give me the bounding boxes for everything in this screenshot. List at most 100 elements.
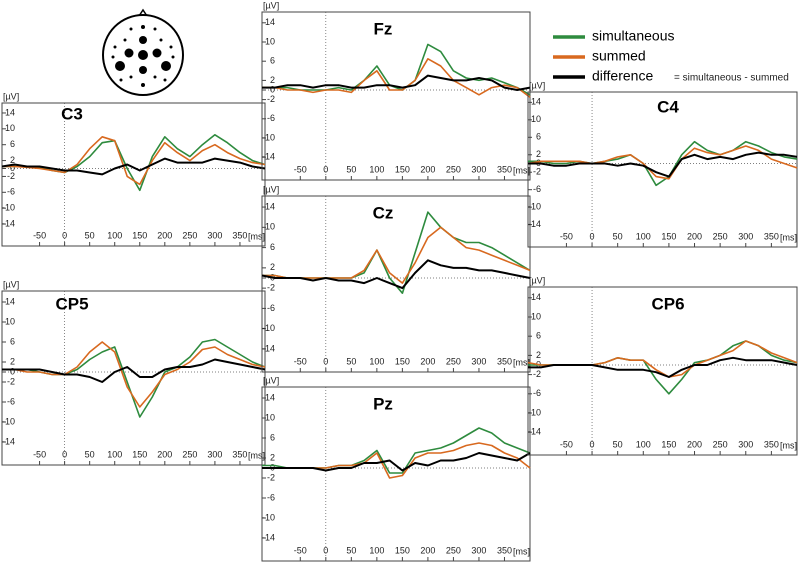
y-tick-label: -6 [267,113,275,123]
y-tick-label: 2 [10,155,15,165]
x-tick-label: 200 [157,449,172,459]
y-tick-label: -2 [533,369,541,379]
x-tick-label: 50 [346,164,356,174]
y-tick-label: -10 [262,132,275,142]
y-tick-label: 10 [531,311,541,321]
x-tick-label: 150 [395,545,410,555]
y-tick-label: 10 [265,222,275,232]
y-tick-label: -6 [7,187,15,197]
y-tick-label: 14 [265,17,275,27]
x-tick-label: 250 [446,356,461,366]
chart-title: CP5 [55,294,88,313]
x-tick-label: 150 [661,439,676,449]
y-tick-label: -6 [533,184,541,194]
x-tick-label: 350 [497,164,512,174]
y-tick-label: 6 [10,139,15,149]
y-tick-label: -6 [267,492,275,502]
y-tick-label: 10 [531,114,541,124]
x-tick-label: 200 [420,356,435,366]
y-tick-label: 14 [265,201,275,211]
waveform [528,151,798,178]
y-tick-label: 6 [10,336,15,346]
x-tick-label: 50 [613,231,623,241]
waveform [527,145,798,180]
y-tick-label: -14 [2,436,15,446]
legend: simultaneous summed difference = simulta… [553,28,789,84]
y-axis-label: [µV] [529,80,545,90]
x-tick-label: 50 [346,545,356,555]
plot-frame [1,102,266,247]
y-tick-label: 0 [10,163,15,173]
waveform [261,259,531,290]
chart-title: C4 [657,97,679,116]
x-tick-label: 150 [132,449,147,459]
y-tick-label: -14 [262,532,275,542]
x-tick-label: -50 [294,545,307,555]
y-tick-label: 2 [270,452,275,462]
electrodes [111,25,175,87]
x-tick-label: -50 [560,439,573,449]
y-tick-label: -2 [533,167,541,177]
x-tick-label: 250 [446,545,461,555]
legend-label: difference [592,68,653,84]
x-axis-label: [ms] [780,440,797,450]
x-tick-label: 0 [62,449,67,459]
y-tick-label: 6 [536,132,541,142]
y-tick-label: -2 [267,472,275,482]
waveform [2,341,266,408]
y-tick-label: 0 [10,366,15,376]
x-tick-label: -50 [33,230,46,240]
y-tick-label: 6 [536,331,541,341]
y-axis-label: [µV] [529,275,545,285]
plot-frame [261,195,531,373]
x-tick-label: -50 [33,449,46,459]
plot-frame [261,11,531,181]
x-tick-label: 200 [420,545,435,555]
plot-frame [527,286,798,456]
x-tick-label: 200 [687,439,702,449]
y-tick-label: 2 [536,149,541,159]
x-tick-label: 100 [369,356,384,366]
x-tick-label: 350 [232,230,247,240]
x-tick-label: 150 [132,230,147,240]
waveform [262,211,531,294]
x-tick-label: 350 [764,231,779,241]
x-tick-label: 100 [107,230,122,240]
x-tick-label: 0 [323,164,328,174]
y-tick-label: -10 [2,203,15,213]
plot-frame [261,386,531,562]
x-tick-label: 300 [207,449,222,459]
y-tick-label: -14 [2,218,15,228]
x-tick-label: 300 [471,356,486,366]
y-tick-label: 2 [270,262,275,272]
x-axis-label: [ms] [248,231,265,241]
y-tick-label: -14 [528,219,541,229]
x-tick-label: 350 [497,356,512,366]
x-tick-label: 200 [687,231,702,241]
y-tick-label: 10 [265,36,275,46]
y-axis-label: [µV] [3,91,19,101]
x-tick-label: 0 [323,545,328,555]
y-tick-label: -14 [262,152,275,162]
y-tick-label: -6 [533,388,541,398]
x-tick-label: 300 [471,545,486,555]
waveform [262,226,531,284]
y-tick-label: 0 [270,84,275,94]
x-tick-label: 100 [107,449,122,459]
x-tick-label: 0 [62,230,67,240]
waveform [262,74,531,91]
y-tick-label: -2 [7,171,15,181]
x-axis-label: [ms] [513,165,530,175]
x-tick-label: 100 [369,164,384,174]
x-tick-label: 150 [395,164,410,174]
x-tick-label: 350 [497,545,512,555]
y-tick-label: 14 [531,97,541,107]
x-tick-label: -50 [294,164,307,174]
x-tick-label: 100 [636,231,651,241]
waveform [1,157,266,176]
